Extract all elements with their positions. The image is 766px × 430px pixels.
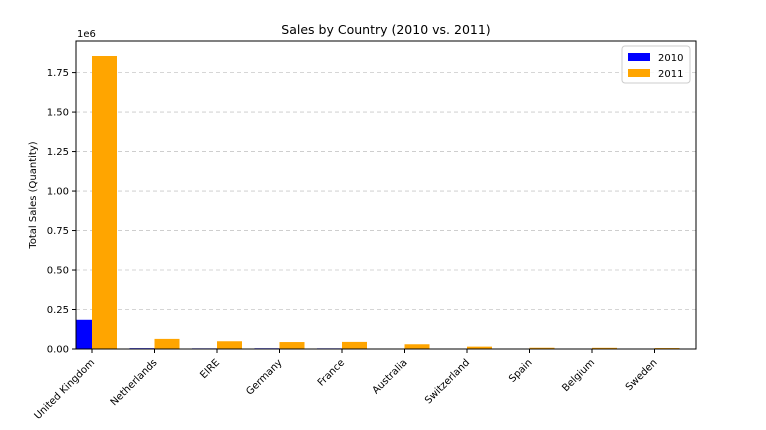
y-tick-label: 1.25 bbox=[47, 147, 69, 158]
bar-2011-france bbox=[342, 341, 367, 349]
legend-swatch-2010 bbox=[628, 53, 650, 61]
bar-2011-spain bbox=[529, 347, 555, 349]
legend: 2010 2011 bbox=[621, 45, 691, 84]
grid-lines bbox=[76, 72, 696, 310]
y-tick-label: 0.75 bbox=[47, 226, 69, 237]
bar-2011-united-kingdom bbox=[92, 56, 117, 349]
bar-2011-netherlands bbox=[154, 338, 180, 349]
plot-frame bbox=[75, 40, 697, 350]
y-axis-label: Total Sales (Quantity) bbox=[28, 141, 39, 249]
legend-label-2010: 2010 bbox=[658, 53, 683, 64]
y-tick-label: 0.00 bbox=[47, 345, 69, 356]
y-tick-label: 1.00 bbox=[47, 187, 69, 198]
y-tick-label: 1.75 bbox=[47, 68, 69, 79]
chart-title: Sales by Country (2010 vs. 2011) bbox=[281, 22, 490, 37]
bar-2010-united-kingdom bbox=[76, 319, 92, 349]
bar-2011-belgium bbox=[592, 347, 617, 349]
bar-2011-germany bbox=[279, 342, 305, 349]
y-tick-label: 0.25 bbox=[47, 305, 69, 316]
y-tick-label: 0.50 bbox=[47, 266, 69, 277]
bar-2011-australia bbox=[404, 344, 430, 349]
legend-label-2011: 2011 bbox=[658, 69, 683, 80]
bars bbox=[76, 56, 680, 349]
y-axis-offset-text: 1e6 bbox=[77, 29, 96, 40]
y-axis: 0.00 0.25 0.50 0.75 1.00 1.25 1.50 1.75 bbox=[47, 68, 76, 356]
bar-2011-eire bbox=[217, 341, 242, 349]
legend-swatch-2011 bbox=[628, 69, 650, 77]
bar-2011-switzerland bbox=[467, 346, 492, 349]
y-tick-label: 1.50 bbox=[47, 108, 69, 119]
